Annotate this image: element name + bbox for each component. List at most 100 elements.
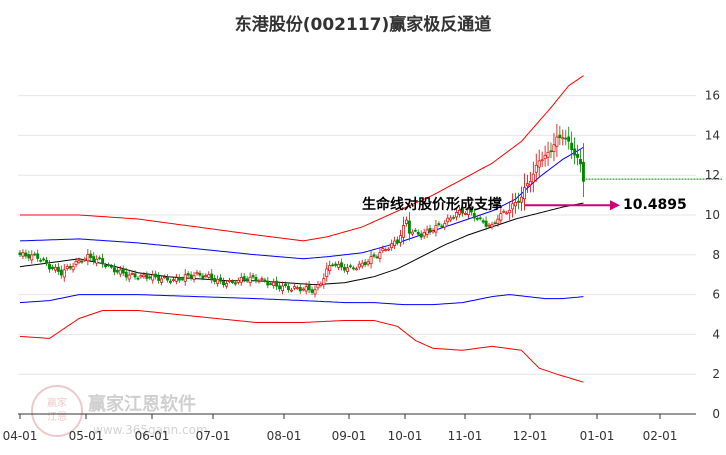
candle-body [410, 231, 414, 235]
candle [183, 269, 187, 286]
candle [62, 263, 66, 282]
candle [369, 250, 373, 269]
candle-body [163, 276, 166, 279]
watermark-badge [31, 385, 83, 437]
candle-body [570, 142, 574, 151]
candle [201, 273, 205, 281]
candle [372, 252, 376, 259]
candle-body [437, 223, 441, 226]
candle-body [207, 274, 211, 278]
candle-body [216, 279, 220, 284]
candle-body [322, 278, 326, 285]
candle-body [33, 253, 37, 256]
candle [525, 174, 529, 194]
candle [310, 286, 314, 296]
candle [543, 145, 547, 167]
x-tick-label: 02-01 [643, 429, 678, 443]
annotation-arrow-head [610, 200, 620, 211]
candle [570, 131, 574, 160]
candle-body [86, 254, 90, 262]
candle-body [118, 269, 122, 275]
candle [160, 275, 164, 286]
candle [537, 149, 541, 177]
candle [48, 259, 51, 273]
candle [275, 276, 279, 290]
candle [579, 149, 582, 173]
candle [337, 260, 341, 271]
candle-body [180, 278, 184, 281]
channel-bands [19, 75, 722, 383]
candle [216, 275, 220, 287]
candle-body [458, 209, 462, 215]
candle-body [56, 266, 60, 272]
x-tick-label: 08-01 [267, 429, 302, 443]
candle [475, 215, 479, 222]
candle-body [505, 212, 509, 215]
candle [86, 249, 90, 266]
candle-body [452, 216, 456, 219]
candle-body [71, 266, 75, 271]
candle-body [348, 265, 352, 268]
candle-body [219, 277, 223, 282]
candle [469, 202, 473, 216]
candle [304, 282, 308, 295]
candle-body [115, 269, 119, 273]
candle [213, 274, 217, 285]
candle-body [540, 159, 544, 162]
candle [455, 208, 459, 221]
candle [92, 252, 96, 265]
candle [431, 228, 435, 234]
candle [472, 209, 476, 222]
candle-body [390, 243, 394, 248]
candle [378, 247, 382, 263]
candle-body [92, 256, 96, 262]
candle-body [169, 280, 172, 283]
y-tick-label: 14 [705, 128, 720, 142]
candle-body [534, 164, 538, 173]
candle [195, 269, 199, 276]
x-tick-label: 09-01 [332, 429, 367, 443]
y-tick-label: 16 [705, 89, 720, 103]
candle-body [360, 262, 364, 267]
candle [59, 265, 63, 279]
candle [331, 262, 335, 267]
candle [428, 224, 432, 235]
x-tick-label: 12-01 [513, 429, 548, 443]
candle-body [340, 262, 344, 268]
candle-body [469, 206, 473, 213]
candle [573, 137, 577, 165]
annotation-text: 生命线对股价形成支撑 [362, 196, 502, 213]
candle-body [363, 261, 367, 266]
candle-body [528, 181, 532, 185]
candle-body [36, 253, 40, 259]
candle-body [177, 277, 181, 281]
candle [145, 271, 149, 282]
candle-body [381, 248, 385, 252]
candle [564, 129, 568, 146]
candle-body [331, 264, 335, 267]
candle [169, 278, 172, 285]
candle [307, 281, 311, 294]
candle-body [236, 279, 240, 283]
candle-body [310, 289, 314, 293]
candle [531, 161, 535, 193]
candle-body [384, 249, 388, 251]
candle-body [496, 218, 500, 224]
candle [346, 263, 349, 275]
candle [561, 129, 565, 146]
candle [198, 270, 202, 278]
candle [50, 264, 54, 271]
candle [540, 151, 544, 168]
candle [298, 283, 302, 294]
candle [45, 256, 49, 267]
candle-body [555, 136, 559, 147]
candle [576, 144, 580, 166]
candle [360, 259, 364, 269]
candle [514, 192, 518, 214]
candle [292, 284, 296, 291]
candle [133, 270, 137, 280]
candle [248, 272, 252, 287]
candle [33, 251, 37, 257]
candle-body [189, 274, 193, 279]
